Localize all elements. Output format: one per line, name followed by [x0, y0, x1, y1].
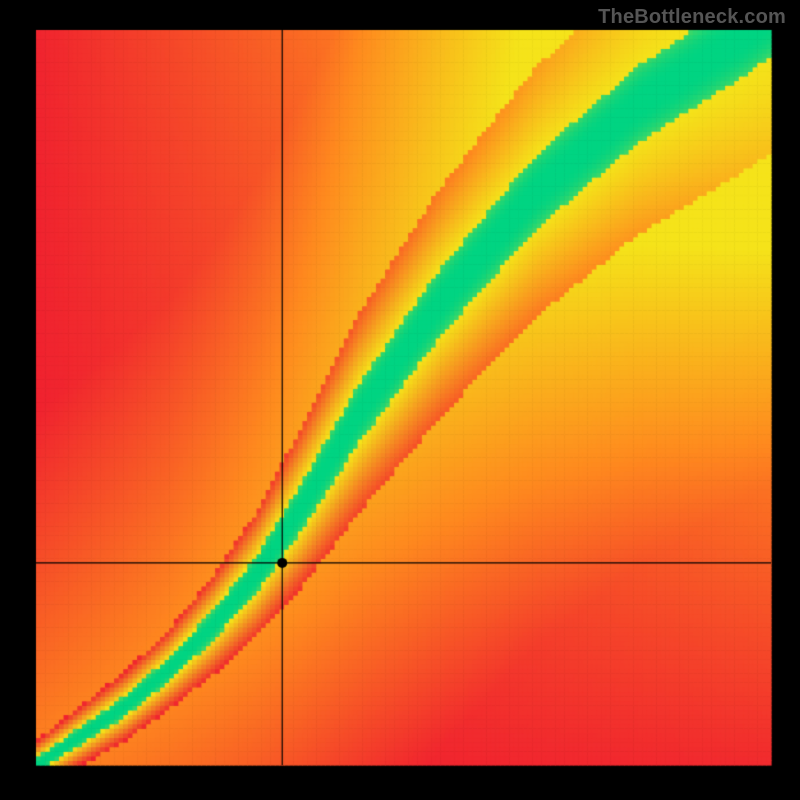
chart-container: TheBottleneck.com	[0, 0, 800, 800]
bottleneck-heatmap	[0, 0, 800, 800]
watermark-text: TheBottleneck.com	[598, 6, 786, 29]
